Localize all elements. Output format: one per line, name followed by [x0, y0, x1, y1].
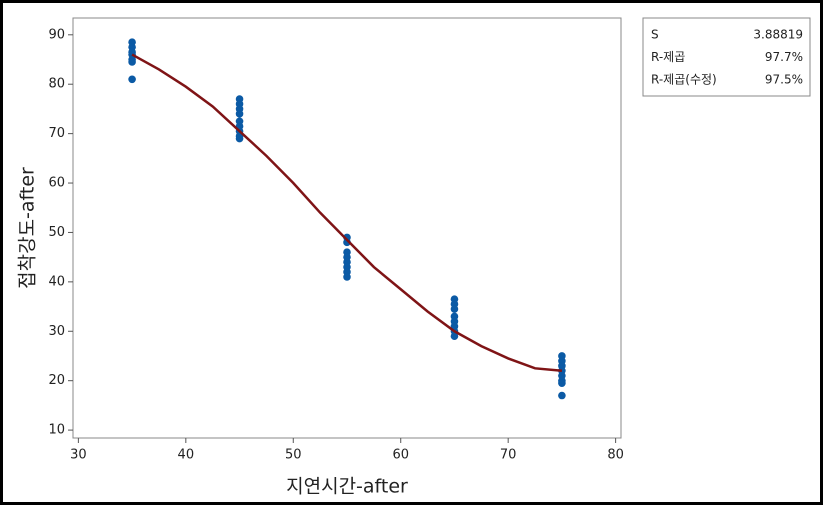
- x-tick-label: 80: [607, 448, 624, 463]
- x-axis-title: 지연시간-after: [286, 476, 408, 498]
- data-point: [558, 391, 566, 400]
- data-point: [235, 110, 244, 118]
- plot-frame: [72, 17, 622, 439]
- stat-value: 97.7%: [765, 50, 803, 64]
- y-tick-label: 90: [48, 27, 65, 42]
- data-point: [450, 332, 459, 341]
- y-tick-label: 30: [48, 324, 65, 339]
- y-tick-label: 60: [48, 176, 65, 191]
- data-point: [450, 305, 459, 313]
- data-point: [128, 58, 136, 66]
- y-tick-label: 50: [48, 225, 65, 240]
- data-point: [558, 379, 566, 387]
- stat-value: 3.88819: [753, 28, 803, 42]
- stat-value: 97.5%: [765, 73, 803, 87]
- x-tick-label: 30: [70, 448, 87, 463]
- y-axis-title: 접착강도-after: [17, 167, 39, 289]
- y-tick-label: 20: [48, 373, 65, 388]
- stats-box: [642, 17, 811, 97]
- stat-label: R-제곱: [651, 50, 685, 64]
- data-point: [343, 273, 351, 281]
- y-tick-label: 70: [48, 126, 65, 141]
- y-tick-label: 10: [48, 423, 65, 438]
- data-point: [235, 134, 244, 143]
- x-tick-label: 70: [500, 448, 517, 463]
- fit-line: [131, 53, 563, 373]
- x-tick-label: 50: [285, 448, 302, 463]
- data-point: [128, 75, 136, 84]
- y-tick-label: 40: [48, 274, 65, 289]
- y-tick-label: 80: [48, 77, 65, 92]
- stat-label: S: [651, 28, 659, 42]
- stat-label: R-제곱(수정): [651, 73, 717, 87]
- x-tick-label: 40: [178, 448, 195, 463]
- x-tick-label: 60: [392, 448, 409, 463]
